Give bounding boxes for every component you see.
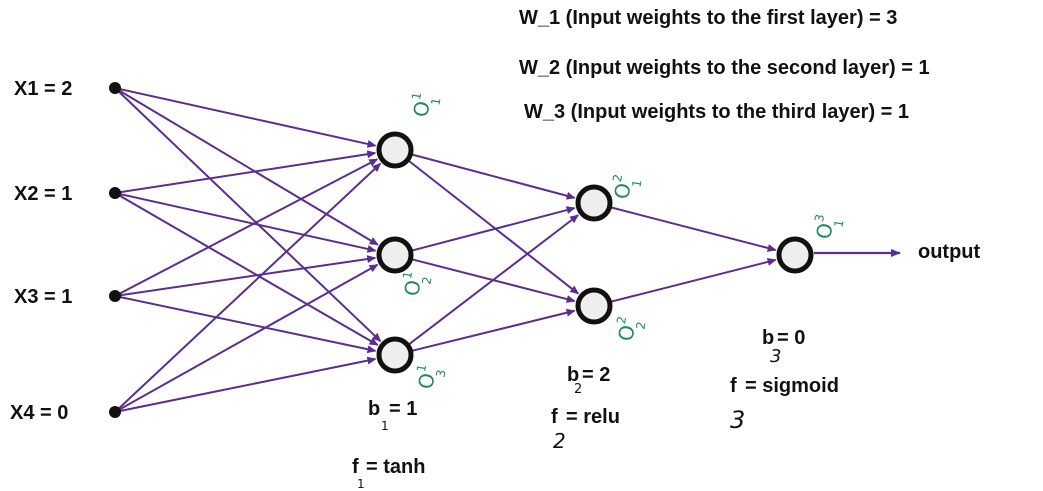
input-to-layer1-edge-3-3 — [114, 295, 377, 354]
input-node-x4 — [109, 406, 121, 418]
layer2-node-2-annotation: O 2 2 — [613, 315, 648, 343]
svg-text:1: 1 — [381, 419, 389, 433]
input-to-layer1-edge-4-1 — [114, 162, 382, 413]
input-label-x1: X1 = 2 — [14, 78, 72, 100]
svg-text:1: 1 — [831, 219, 846, 229]
weight-w1-text: W_1 (Input weights to the first layer) =… — [519, 7, 897, 29]
layer1-to-layer2-edge-1-2 — [408, 160, 580, 295]
svg-text:1: 1 — [629, 179, 644, 189]
input-to-layer1-edge-2-3 — [114, 192, 379, 346]
svg-text:O: O — [413, 371, 439, 391]
layer1-node-3-annotation: O 1 3 — [413, 363, 448, 391]
output-label: output — [918, 241, 981, 263]
layer2-to-layer3-edge-2-1 — [611, 258, 777, 303]
layer1-node-1 — [376, 131, 414, 169]
svg-text:2: 2 — [633, 321, 648, 331]
layer1-to-layer2-edge-2-1 — [412, 206, 576, 252]
input-to-layer1-edge-2-2 — [114, 192, 377, 253]
input-label-x2: X2 = 1 — [14, 183, 72, 205]
input-to-layer1-edge-3-2 — [114, 255, 377, 297]
svg-text:O: O — [399, 278, 425, 298]
input-to-layer1-edge-4-2 — [114, 263, 379, 413]
layer1-node-1-annotation: O 1 1 — [408, 91, 443, 119]
layer1-node-3 — [376, 336, 414, 374]
input-to-layer1-edge-1-1 — [114, 87, 377, 148]
svg-text:f: f — [551, 406, 558, 428]
svg-text:b: b — [762, 327, 774, 349]
layer1-node-2-annotation: O 1 2 — [399, 270, 434, 298]
layer2-node-2 — [575, 287, 613, 325]
svg-text:2: 2 — [574, 382, 582, 397]
layer1-bias: b 1 = 1 — [368, 398, 417, 433]
svg-text:= 1: = 1 — [389, 398, 417, 420]
input-label-x3: X3 = 1 — [14, 286, 72, 308]
svg-text:f: f — [352, 456, 359, 478]
svg-text:O: O — [609, 181, 635, 201]
input-node-x1 — [109, 82, 121, 94]
input-to-layer1-edge-1-2 — [114, 87, 379, 246]
svg-text:O: O — [613, 323, 639, 343]
input-node-x3 — [109, 290, 121, 302]
weight-w2-text: W_2 (Input weights to the second layer) … — [519, 57, 930, 79]
svg-text:1: 1 — [428, 97, 443, 107]
input-to-layer1-edge-4-3 — [114, 356, 377, 413]
svg-text:3: 3 — [730, 406, 745, 434]
layer2-to-layer3-edge-1-1 — [611, 206, 777, 252]
input-to-layer1-edge-3-1 — [114, 158, 379, 297]
input-node-x2 — [109, 187, 121, 199]
svg-text:2: 2 — [610, 173, 625, 183]
layer1-to-layer2-edge-1-1 — [412, 153, 576, 200]
layer3-node-1-annotation: O 3 1 — [811, 213, 846, 241]
svg-text:3: 3 — [433, 369, 448, 379]
layer2-activation: f 2 = relu — [551, 406, 620, 453]
layer2-bias: b 2 = 2 — [567, 364, 610, 397]
svg-text:2: 2 — [553, 429, 566, 453]
svg-text:f: f — [730, 375, 737, 397]
layer1-to-layer2-edge-3-2 — [412, 308, 576, 352]
svg-text:O: O — [408, 99, 434, 119]
layer1-activation: f 1 = tanh — [352, 456, 425, 491]
layer2-node-1 — [575, 184, 613, 222]
svg-text:O: O — [811, 221, 837, 241]
edges — [114, 87, 777, 413]
svg-text:3: 3 — [770, 346, 781, 367]
svg-text:= 2: = 2 — [582, 364, 610, 386]
svg-text:b: b — [567, 364, 579, 386]
layer1-to-layer2-edge-3-1 — [408, 214, 579, 345]
layer3-node-1 — [776, 236, 814, 274]
svg-text:= tanh: = tanh — [366, 456, 425, 478]
svg-text:2: 2 — [419, 276, 434, 286]
input-to-layer1-edge-2-1 — [114, 150, 377, 194]
layer1-node-2 — [376, 236, 414, 274]
input-to-layer1-edge-1-3 — [114, 87, 382, 342]
svg-text:1: 1 — [357, 477, 365, 491]
layer3-bias: b 3 = 0 — [762, 327, 805, 367]
svg-text:1: 1 — [400, 270, 415, 280]
layer3-activation: f 3 = sigmoid — [730, 375, 839, 434]
layer2-node-1-annotation: O 2 1 — [609, 173, 644, 201]
svg-text:1: 1 — [414, 363, 429, 373]
svg-text:b: b — [368, 398, 380, 420]
svg-text:3: 3 — [812, 213, 827, 223]
svg-text:= 0: = 0 — [777, 327, 805, 349]
svg-text:= sigmoid: = sigmoid — [745, 375, 839, 397]
svg-text:= relu: = relu — [566, 406, 620, 428]
svg-text:1: 1 — [409, 91, 424, 101]
weight-w3-text: W_3 (Input weights to the third layer) =… — [524, 101, 909, 123]
input-label-x4: X4 = 0 — [10, 402, 68, 424]
svg-text:2: 2 — [614, 315, 629, 325]
